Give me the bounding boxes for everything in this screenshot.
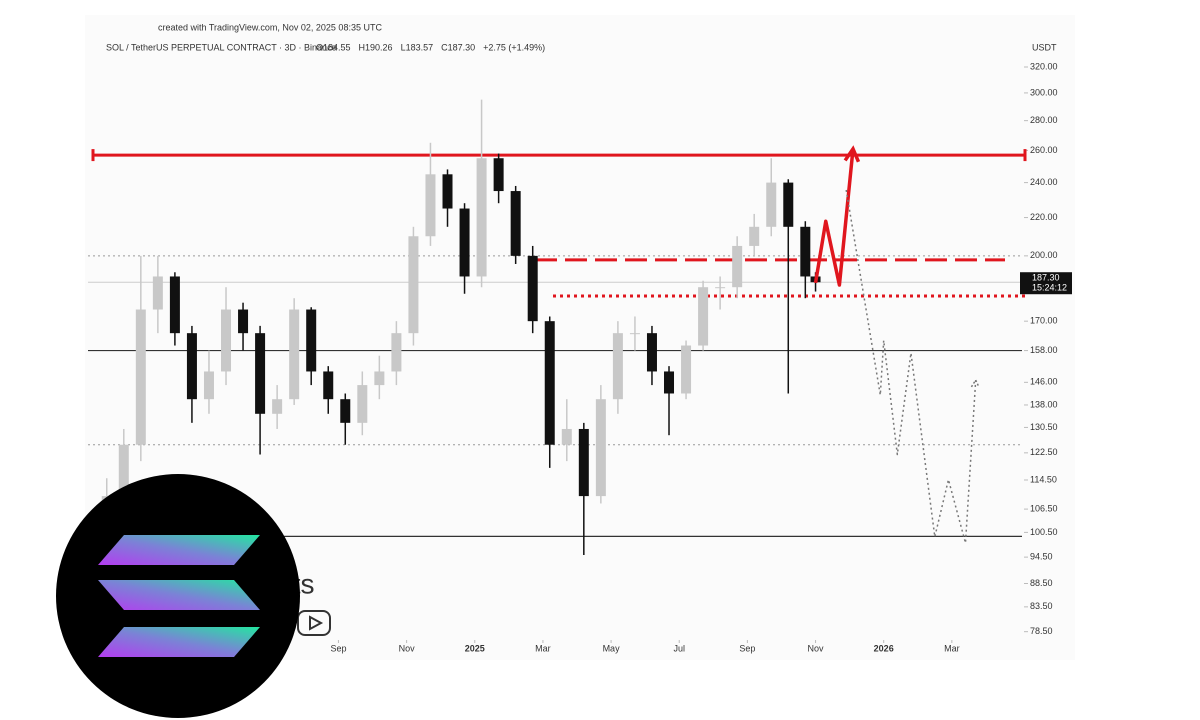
candle-body <box>306 309 317 372</box>
candle-body <box>476 158 487 277</box>
x-tick-label: Nov <box>399 643 416 653</box>
candle-body <box>646 333 657 372</box>
candle-body <box>698 287 709 346</box>
candle-body <box>425 174 436 237</box>
last-price-box <box>1020 272 1072 295</box>
ohlc-label: +2.75 (+1.49%) <box>483 42 545 52</box>
candle-body <box>391 333 402 372</box>
y-tick-label: 260.00 <box>1030 145 1058 155</box>
x-tick-label: 2025 <box>465 643 485 653</box>
y-tick-label: 130.50 <box>1030 422 1058 432</box>
candle-body <box>561 428 572 445</box>
candle-body <box>323 371 334 400</box>
x-tick-label: Jul <box>673 643 685 653</box>
y-axis-label: USDT <box>1032 42 1057 52</box>
candle-body <box>152 276 163 310</box>
y-tick-label: 280.00 <box>1030 115 1058 125</box>
candle-body <box>527 255 538 322</box>
logo-bar <box>98 627 260 657</box>
candle-body <box>203 371 214 400</box>
candle-body <box>357 385 368 423</box>
y-tick-label: 83.50 <box>1030 601 1053 611</box>
y-tick-label: 122.50 <box>1030 447 1058 457</box>
play-icon <box>297 610 331 636</box>
candle-body <box>612 333 623 400</box>
credit: created with TradingView.com, Nov 02, 20… <box>158 22 382 32</box>
y-tick-label: 320.00 <box>1030 61 1058 71</box>
candle-body <box>493 158 504 192</box>
candle-body <box>118 444 129 497</box>
candle-body <box>681 345 692 394</box>
logo-bar <box>98 580 260 610</box>
projection-path <box>845 189 977 544</box>
y-tick-label: 138.00 <box>1030 399 1058 409</box>
projection-path <box>813 148 855 287</box>
candle-body <box>442 174 453 209</box>
ohlc-label: H190.26 <box>359 42 393 52</box>
candle-body <box>169 276 180 334</box>
y-tick-label: 220.00 <box>1030 212 1058 222</box>
candle-body <box>510 191 521 256</box>
ohlc-label: L183.57 <box>401 42 434 52</box>
x-tick-label: Nov <box>808 643 825 653</box>
candle-body <box>374 371 385 386</box>
candle-body <box>459 208 470 277</box>
candle-body <box>766 182 777 227</box>
y-tick-label: 94.50 <box>1030 552 1053 562</box>
candle-body <box>664 371 675 394</box>
candle-body <box>186 333 197 400</box>
candle-body <box>749 226 760 246</box>
x-tick-label: Mar <box>944 643 960 653</box>
candle-body <box>408 236 419 334</box>
x-tick-label: May <box>603 643 621 653</box>
chart-title: SOL / TetherUS PERPETUAL CONTRACT · 3D ·… <box>106 42 337 52</box>
candle-body <box>783 182 794 227</box>
last-price-label: 187.30 <box>1032 273 1060 283</box>
y-tick-label: 106.50 <box>1030 503 1058 513</box>
y-tick-label: 78.50 <box>1030 626 1053 636</box>
x-tick-label: Sep <box>330 643 346 653</box>
y-tick-label: 170.00 <box>1030 316 1058 326</box>
ohlc-label: C187.30 <box>441 42 475 52</box>
x-tick-label: Sep <box>739 643 755 653</box>
candle-body <box>238 309 249 334</box>
candle-body <box>272 399 283 414</box>
candle-body <box>255 333 266 414</box>
candle-body <box>289 309 300 400</box>
arrow-head <box>843 145 861 163</box>
y-tick-label: 158.00 <box>1030 345 1058 355</box>
candle-body <box>800 226 811 277</box>
x-tick-label: 2026 <box>874 643 894 653</box>
y-tick-label: 146.00 <box>1030 377 1058 387</box>
y-tick-label: 300.00 <box>1030 87 1058 97</box>
countdown-label: 15:24:12 <box>1032 283 1067 293</box>
candle-body <box>340 399 351 423</box>
ohlc-label: O184.55 <box>316 42 351 52</box>
y-tick-label: 88.50 <box>1030 578 1053 588</box>
y-tick-label: 114.50 <box>1030 474 1057 484</box>
play-triangle <box>309 615 324 631</box>
y-tick-label: 200.00 <box>1030 250 1058 260</box>
candle-body <box>715 287 726 289</box>
play-frame <box>297 610 331 636</box>
candle-body <box>578 428 589 497</box>
candle-body <box>595 399 606 497</box>
arrow-head <box>970 378 980 388</box>
y-tick-label: 240.00 <box>1030 177 1058 187</box>
x-tick-label: Mar <box>535 643 551 653</box>
candle-body <box>732 245 743 288</box>
candle-body <box>544 321 555 445</box>
logo-bar <box>98 535 260 565</box>
candle-body <box>221 309 232 372</box>
y-tick-label: 100.50 <box>1030 527 1058 537</box>
candle-body <box>629 333 640 335</box>
candle-body <box>135 309 146 445</box>
